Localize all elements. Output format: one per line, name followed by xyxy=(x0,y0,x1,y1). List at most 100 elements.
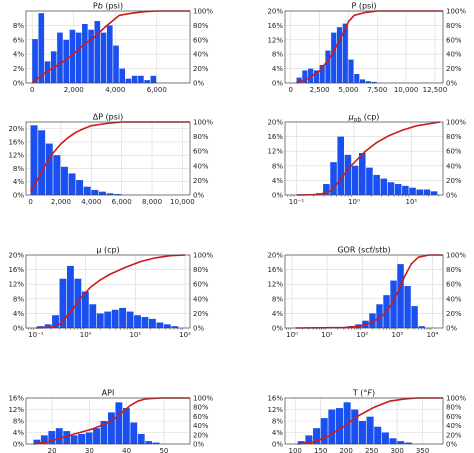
histogram-bar xyxy=(163,324,171,328)
x-tick-label: 10⁻¹ xyxy=(289,198,305,206)
histogram-bar xyxy=(404,442,412,444)
histogram-bar xyxy=(397,441,405,444)
x-tick-label: 10² xyxy=(179,331,191,339)
y-tick-label: 0% xyxy=(13,325,24,333)
histogram-bar xyxy=(126,311,134,328)
cumulative-line xyxy=(296,10,443,84)
histogram-bar xyxy=(296,77,302,83)
histogram-bar xyxy=(137,433,145,444)
histogram-bar xyxy=(33,439,41,444)
histogram-bar xyxy=(91,190,99,195)
y-tick-label: 4% xyxy=(272,177,283,185)
cumulative-line xyxy=(29,121,190,192)
axes-frame xyxy=(25,254,191,329)
y2-tick-label: 60% xyxy=(446,281,462,289)
histogram-bar xyxy=(335,408,344,444)
histogram-bar xyxy=(320,418,328,444)
y2-tick-label: 20% xyxy=(446,310,462,318)
cumulative-line xyxy=(297,397,443,445)
histogram-bar xyxy=(81,291,89,328)
y2-tick-label: 0% xyxy=(193,441,204,449)
histogram-bar xyxy=(106,193,114,195)
histogram-bar xyxy=(404,286,411,328)
histogram-bar xyxy=(156,322,164,328)
y2-tick-label: 60% xyxy=(193,36,209,44)
y2-tick-label: 60% xyxy=(446,36,462,44)
histogram-bar xyxy=(104,311,112,328)
x-tick-label: 8,000 xyxy=(142,198,162,206)
axes-frame xyxy=(284,121,444,196)
histogram-bar xyxy=(68,173,76,195)
y2-tick-label: 80% xyxy=(193,22,209,30)
y-tick-label: 8% xyxy=(13,165,24,173)
histogram-bar xyxy=(67,265,74,328)
chart-muob: 0% 4% 8% 12% 16% 20% 10⁻¹ 10⁰ 10¹ 0% 20% 40% 60% 80% 1… xyxy=(267,113,466,207)
histogram-bar xyxy=(125,78,132,83)
y2-tick-label: 80% xyxy=(446,404,462,412)
y-tick-label: 16% xyxy=(8,266,24,274)
histogram-bar xyxy=(369,313,376,328)
chart-pb: 0% 2% 4% 6% 8% 0 2,000 4,000 6,000 0% 20% 40% 60% 80%… xyxy=(13,2,213,95)
chart-title: T (°F) xyxy=(352,389,375,398)
histogram-bar xyxy=(96,313,104,328)
x-tick-label: 4,000 xyxy=(81,198,101,206)
y2-tick-label: 0% xyxy=(193,325,204,333)
chart-title: P (psi) xyxy=(351,2,376,11)
histogram-bar xyxy=(351,165,359,195)
y2-tick-label: 100% xyxy=(193,395,213,403)
y-tick-label: 16% xyxy=(267,22,283,30)
y2-tick-label: 20% xyxy=(446,177,462,185)
y-tick-label: 16% xyxy=(8,395,24,403)
histogram-bar xyxy=(394,184,402,195)
y-tick-label: 20% xyxy=(267,8,283,16)
histogram-bar xyxy=(40,435,48,444)
histogram-bar xyxy=(330,162,337,195)
histogram-bar xyxy=(152,442,160,444)
y-tick-label: 4% xyxy=(13,178,24,186)
axes-frame xyxy=(284,397,444,445)
histogram-bar xyxy=(380,178,388,195)
histogram-bar xyxy=(302,70,308,83)
x-tick-label: 6,000 xyxy=(147,86,167,94)
histogram-bar xyxy=(106,25,113,83)
y2-tick-label: 0% xyxy=(446,325,457,333)
histogram-bar xyxy=(93,428,100,444)
x-tick-label: 4,000 xyxy=(105,86,125,94)
histogram-bar xyxy=(38,130,46,195)
x-tick-label: 2,000 xyxy=(51,198,71,206)
axes-frame xyxy=(25,10,191,84)
histogram-bar xyxy=(371,81,377,83)
histogram-bar xyxy=(305,435,313,444)
x-tick-label: 5,000 xyxy=(338,86,358,94)
histogram-bar xyxy=(365,81,371,83)
x-tick-label: 10⁴ xyxy=(427,331,439,339)
y-tick-label: 20% xyxy=(267,119,283,127)
y-tick-label: 12% xyxy=(8,406,24,414)
y-tick-label: 4% xyxy=(272,65,283,73)
y-tick-label: 4% xyxy=(13,310,24,318)
x-tick-label: 300 xyxy=(390,447,403,453)
histogram-bar xyxy=(313,428,321,444)
histogram-bar xyxy=(63,39,69,83)
y2-tick-label: 100% xyxy=(446,119,466,127)
histogram-bar xyxy=(376,304,383,328)
y-tick-label: 4% xyxy=(13,429,24,437)
axes-frame xyxy=(25,397,191,445)
histogram-bar xyxy=(150,75,157,83)
histogram-bar xyxy=(60,166,68,195)
histogram-bar xyxy=(44,324,52,328)
histogram-bar xyxy=(416,189,424,195)
histogram-bar xyxy=(113,45,119,83)
y-tick-label: 0% xyxy=(272,325,283,333)
x-tick-label: 10,000 xyxy=(170,198,195,206)
y2-tick-label: 20% xyxy=(446,431,462,439)
y2-tick-label: 20% xyxy=(193,177,209,185)
histogram-bar xyxy=(171,326,179,328)
histogram-bar xyxy=(144,80,150,83)
histogram-bar xyxy=(390,280,397,328)
histogram-bar xyxy=(313,70,319,83)
y-tick-label: 16% xyxy=(267,133,283,141)
histogram-bar xyxy=(52,315,59,328)
histogram-bar xyxy=(336,27,343,83)
histogram-bar xyxy=(387,182,395,195)
